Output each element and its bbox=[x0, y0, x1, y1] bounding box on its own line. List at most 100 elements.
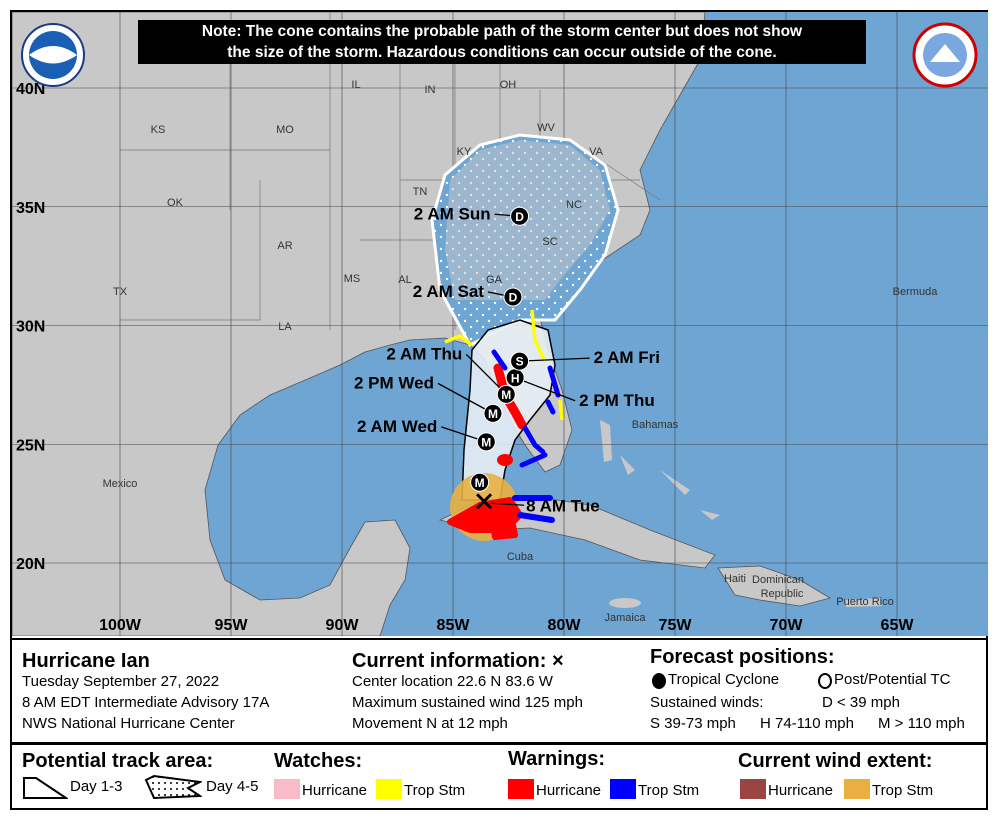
forecast-time-label: 2 PM Wed bbox=[354, 373, 434, 392]
trop-stm-warning-florida bbox=[491, 349, 561, 468]
longitude-label: 75W bbox=[659, 617, 693, 634]
post-tc-symbol-icon bbox=[818, 673, 832, 689]
forecast-point-marker bbox=[510, 206, 530, 226]
trop-stm-watch-label: Trop Stm bbox=[404, 782, 466, 799]
note-line-1: Note: The cone contains the probable pat… bbox=[201, 23, 803, 40]
current-leader-line bbox=[491, 502, 525, 506]
day-4-5-label: Day 4-5 bbox=[206, 778, 259, 795]
info-panel: Hurricane Ian Tuesday September 27, 2022… bbox=[12, 638, 986, 745]
max-wind: Maximum sustained wind 125 mph bbox=[352, 694, 583, 711]
latitude-label: 25N bbox=[16, 437, 45, 454]
place-label: GA bbox=[486, 274, 503, 286]
place-label: Jamaica bbox=[605, 612, 647, 624]
legend: Potential track area: Day 1-3 Day 4-5 Wa… bbox=[12, 744, 986, 808]
place-label: KY bbox=[457, 146, 472, 158]
trop-stm-wind-label: Trop Stm bbox=[872, 782, 934, 799]
latitude-label: 40N bbox=[16, 81, 45, 98]
forecast-time-label: 2 PM Thu bbox=[579, 391, 655, 410]
place-label: WV bbox=[537, 122, 555, 134]
place-label: OH bbox=[500, 79, 517, 91]
center-location: Center location 22.6 N 83.6 W bbox=[352, 673, 553, 690]
latitude-label: 20N bbox=[16, 556, 45, 573]
note-line-2: the size of the storm. Hazardous conditi… bbox=[227, 44, 777, 61]
bahamas-land bbox=[600, 420, 720, 520]
nws-logo bbox=[912, 22, 978, 88]
day-4-5-cone-icon bbox=[144, 774, 202, 800]
forecast-point-marker bbox=[476, 432, 496, 452]
hurricane-watch-label: Hurricane bbox=[302, 782, 368, 799]
trop-stm-watch-swatch bbox=[376, 779, 402, 799]
place-label: Puerto Rico bbox=[836, 596, 893, 608]
wind-extent-title: Current wind extent: bbox=[738, 750, 933, 772]
forecast-leader-line bbox=[514, 377, 576, 402]
sustained-winds-label: Sustained winds: bbox=[650, 694, 764, 711]
hurricane-warning-florida bbox=[493, 363, 527, 430]
current-info-title: Current information: × bbox=[352, 650, 564, 672]
storm-name: Hurricane Ian bbox=[22, 650, 150, 672]
intensity-letter: H bbox=[511, 371, 520, 385]
place-label: Mexico bbox=[103, 478, 138, 490]
current-time-label: 8 AM Tue bbox=[526, 496, 600, 515]
place-label: OK bbox=[167, 197, 184, 209]
advisory-number: 8 AM EDT Intermediate Advisory 17A bbox=[22, 694, 270, 711]
cone-disclaimer-note: Note: The cone contains the probable pat… bbox=[138, 20, 866, 64]
place-label: Dominican bbox=[752, 574, 804, 586]
place-labels: 100W 95W 90W 85W 80W 75W 70W 65W 40N 35N 30N 25N 20N… bbox=[16, 79, 938, 634]
place-label: VA bbox=[589, 146, 604, 158]
h-category: H 74-110 mph bbox=[760, 715, 854, 732]
place-label: SC bbox=[542, 236, 557, 248]
intensity-letter: M bbox=[475, 476, 485, 490]
place-label: IN bbox=[425, 84, 436, 96]
intensity-letter: D bbox=[515, 210, 524, 224]
trop-stm-wind-swatch bbox=[844, 779, 870, 799]
latitude-label: 35N bbox=[16, 200, 45, 217]
latitude-label: 30N bbox=[16, 319, 45, 336]
trop-stm-warning-swatch bbox=[610, 779, 636, 799]
forecast-time-label: 2 AM Thu bbox=[386, 344, 462, 363]
track-area-title: Potential track area: bbox=[22, 750, 214, 772]
tropical-cyclone-symbol-icon bbox=[652, 673, 666, 689]
watches-title: Watches: bbox=[274, 750, 363, 772]
forecast-point-marker bbox=[483, 403, 503, 423]
forecast-point-marker bbox=[470, 472, 490, 492]
forecast-leader-line bbox=[437, 382, 494, 414]
place-label: TX bbox=[113, 286, 128, 298]
forecast-map: 2 AM Wed 2 PM Wed 2 AM Thu 2 PM Thu 2 AM Fri… bbox=[12, 12, 988, 636]
hispaniola-land bbox=[717, 565, 832, 607]
puerto-rico-land bbox=[845, 598, 882, 607]
longitude-label: 70W bbox=[770, 617, 804, 634]
place-label: Cuba bbox=[507, 551, 534, 563]
place-label: AL bbox=[398, 274, 411, 286]
place-label: Haiti bbox=[724, 573, 746, 585]
place-label: AR bbox=[277, 240, 292, 252]
day-1-3-cone-icon bbox=[23, 777, 68, 799]
place-label: Bahamas bbox=[632, 419, 679, 431]
place-label: Bermuda bbox=[893, 286, 939, 298]
current-center-x-icon bbox=[476, 493, 493, 510]
hurricane-warning-label: Hurricane bbox=[536, 782, 602, 799]
noaa-logo bbox=[21, 23, 85, 87]
longitude-label: 85W bbox=[437, 617, 471, 634]
longitude-label: 90W bbox=[326, 617, 360, 634]
forecast-time-label: 2 AM Fri bbox=[594, 348, 660, 367]
place-label: Republic bbox=[761, 588, 804, 600]
hurricane-watch-swatch bbox=[274, 779, 300, 799]
place-label: TN bbox=[413, 186, 428, 198]
issuing-center: NWS National Hurricane Center bbox=[22, 715, 235, 732]
forecast-track: 2 AM Wed 2 PM Wed 2 AM Thu 2 PM Thu 2 AM Fri… bbox=[354, 204, 660, 515]
warnings-title: Warnings: bbox=[508, 748, 606, 770]
trop-stm-watch bbox=[444, 309, 564, 421]
hurricane-warning-keys bbox=[497, 454, 513, 466]
intensity-letter: D bbox=[509, 291, 518, 305]
forecast-point-marker bbox=[503, 287, 523, 307]
forecast-point-marker bbox=[496, 384, 516, 404]
trop-stm-warning-label: Trop Stm bbox=[638, 782, 700, 799]
place-label: MO bbox=[276, 124, 294, 136]
longitude-label: 80W bbox=[548, 617, 582, 634]
advisory-date: Tuesday September 27, 2022 bbox=[22, 673, 220, 690]
forecast-time-label: 2 AM Wed bbox=[357, 417, 437, 436]
forecast-point-marker bbox=[510, 351, 530, 371]
intensity-letter: M bbox=[481, 435, 491, 449]
longitude-label: 100W bbox=[99, 617, 142, 634]
intensity-letter: M bbox=[501, 388, 511, 402]
